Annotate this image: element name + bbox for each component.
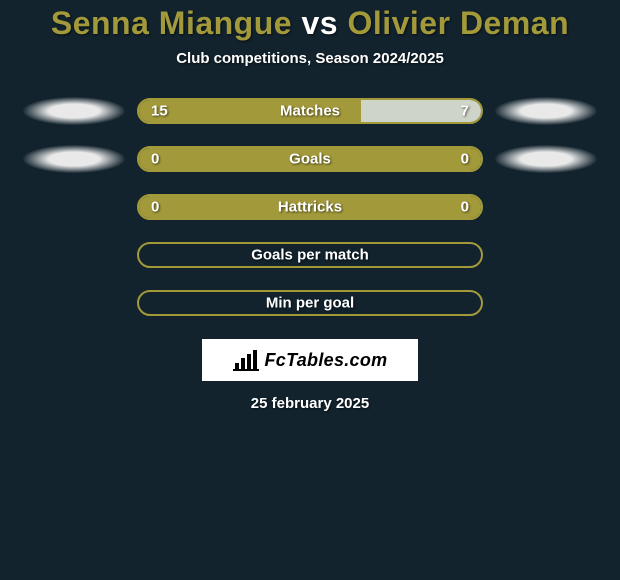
subtitle: Club competitions, Season 2024/2025 xyxy=(0,50,620,67)
player2-shadow-icon xyxy=(495,97,597,125)
comparison-card: Senna Miangue vs Olivier Deman Club comp… xyxy=(0,0,620,412)
oval-spacer xyxy=(23,241,125,269)
brand-badge: FcTables.com xyxy=(202,339,418,381)
stat-bar: 0 Goals 0 xyxy=(137,146,483,172)
right-value: 0 xyxy=(461,151,469,168)
oval-spacer xyxy=(495,193,597,221)
stat-bar: 0 Hattricks 0 xyxy=(137,194,483,220)
right-value: 0 xyxy=(461,199,469,216)
stat-label: Goals per match xyxy=(139,247,481,264)
stat-label: Min per goal xyxy=(139,295,481,312)
brand-text: FcTables.com xyxy=(265,350,388,371)
bar-left-segment xyxy=(139,148,481,170)
bar-left-segment xyxy=(139,196,481,218)
stat-row-goals: 0 Goals 0 xyxy=(0,145,620,173)
player1-name: Senna Miangue xyxy=(51,5,292,41)
player2-name: Olivier Deman xyxy=(347,5,569,41)
generated-date: 25 february 2025 xyxy=(0,395,620,412)
stat-bar: Min per goal xyxy=(137,290,483,316)
oval-spacer xyxy=(23,289,125,317)
stat-row-hattricks: 0 Hattricks 0 xyxy=(0,193,620,221)
vs-separator: vs xyxy=(292,5,347,41)
bar-left-segment xyxy=(139,100,361,122)
stat-bar: Goals per match xyxy=(137,242,483,268)
stat-row-min-per-goal: Min per goal xyxy=(0,289,620,317)
stat-row-goals-per-match: Goals per match xyxy=(0,241,620,269)
stat-bar: 15 Matches 7 xyxy=(137,98,483,124)
oval-spacer xyxy=(23,193,125,221)
player1-shadow-icon xyxy=(23,145,125,173)
stat-rows: 15 Matches 7 0 Goals 0 0 Hattr xyxy=(0,97,620,317)
left-value: 0 xyxy=(151,151,159,168)
page-title: Senna Miangue vs Olivier Deman xyxy=(0,5,620,42)
oval-spacer xyxy=(495,289,597,317)
left-value: 0 xyxy=(151,199,159,216)
bars-chart-icon xyxy=(233,349,259,371)
left-value: 15 xyxy=(151,103,168,120)
stat-row-matches: 15 Matches 7 xyxy=(0,97,620,125)
player1-shadow-icon xyxy=(23,97,125,125)
player2-shadow-icon xyxy=(495,145,597,173)
oval-spacer xyxy=(495,241,597,269)
right-value: 7 xyxy=(461,103,469,120)
